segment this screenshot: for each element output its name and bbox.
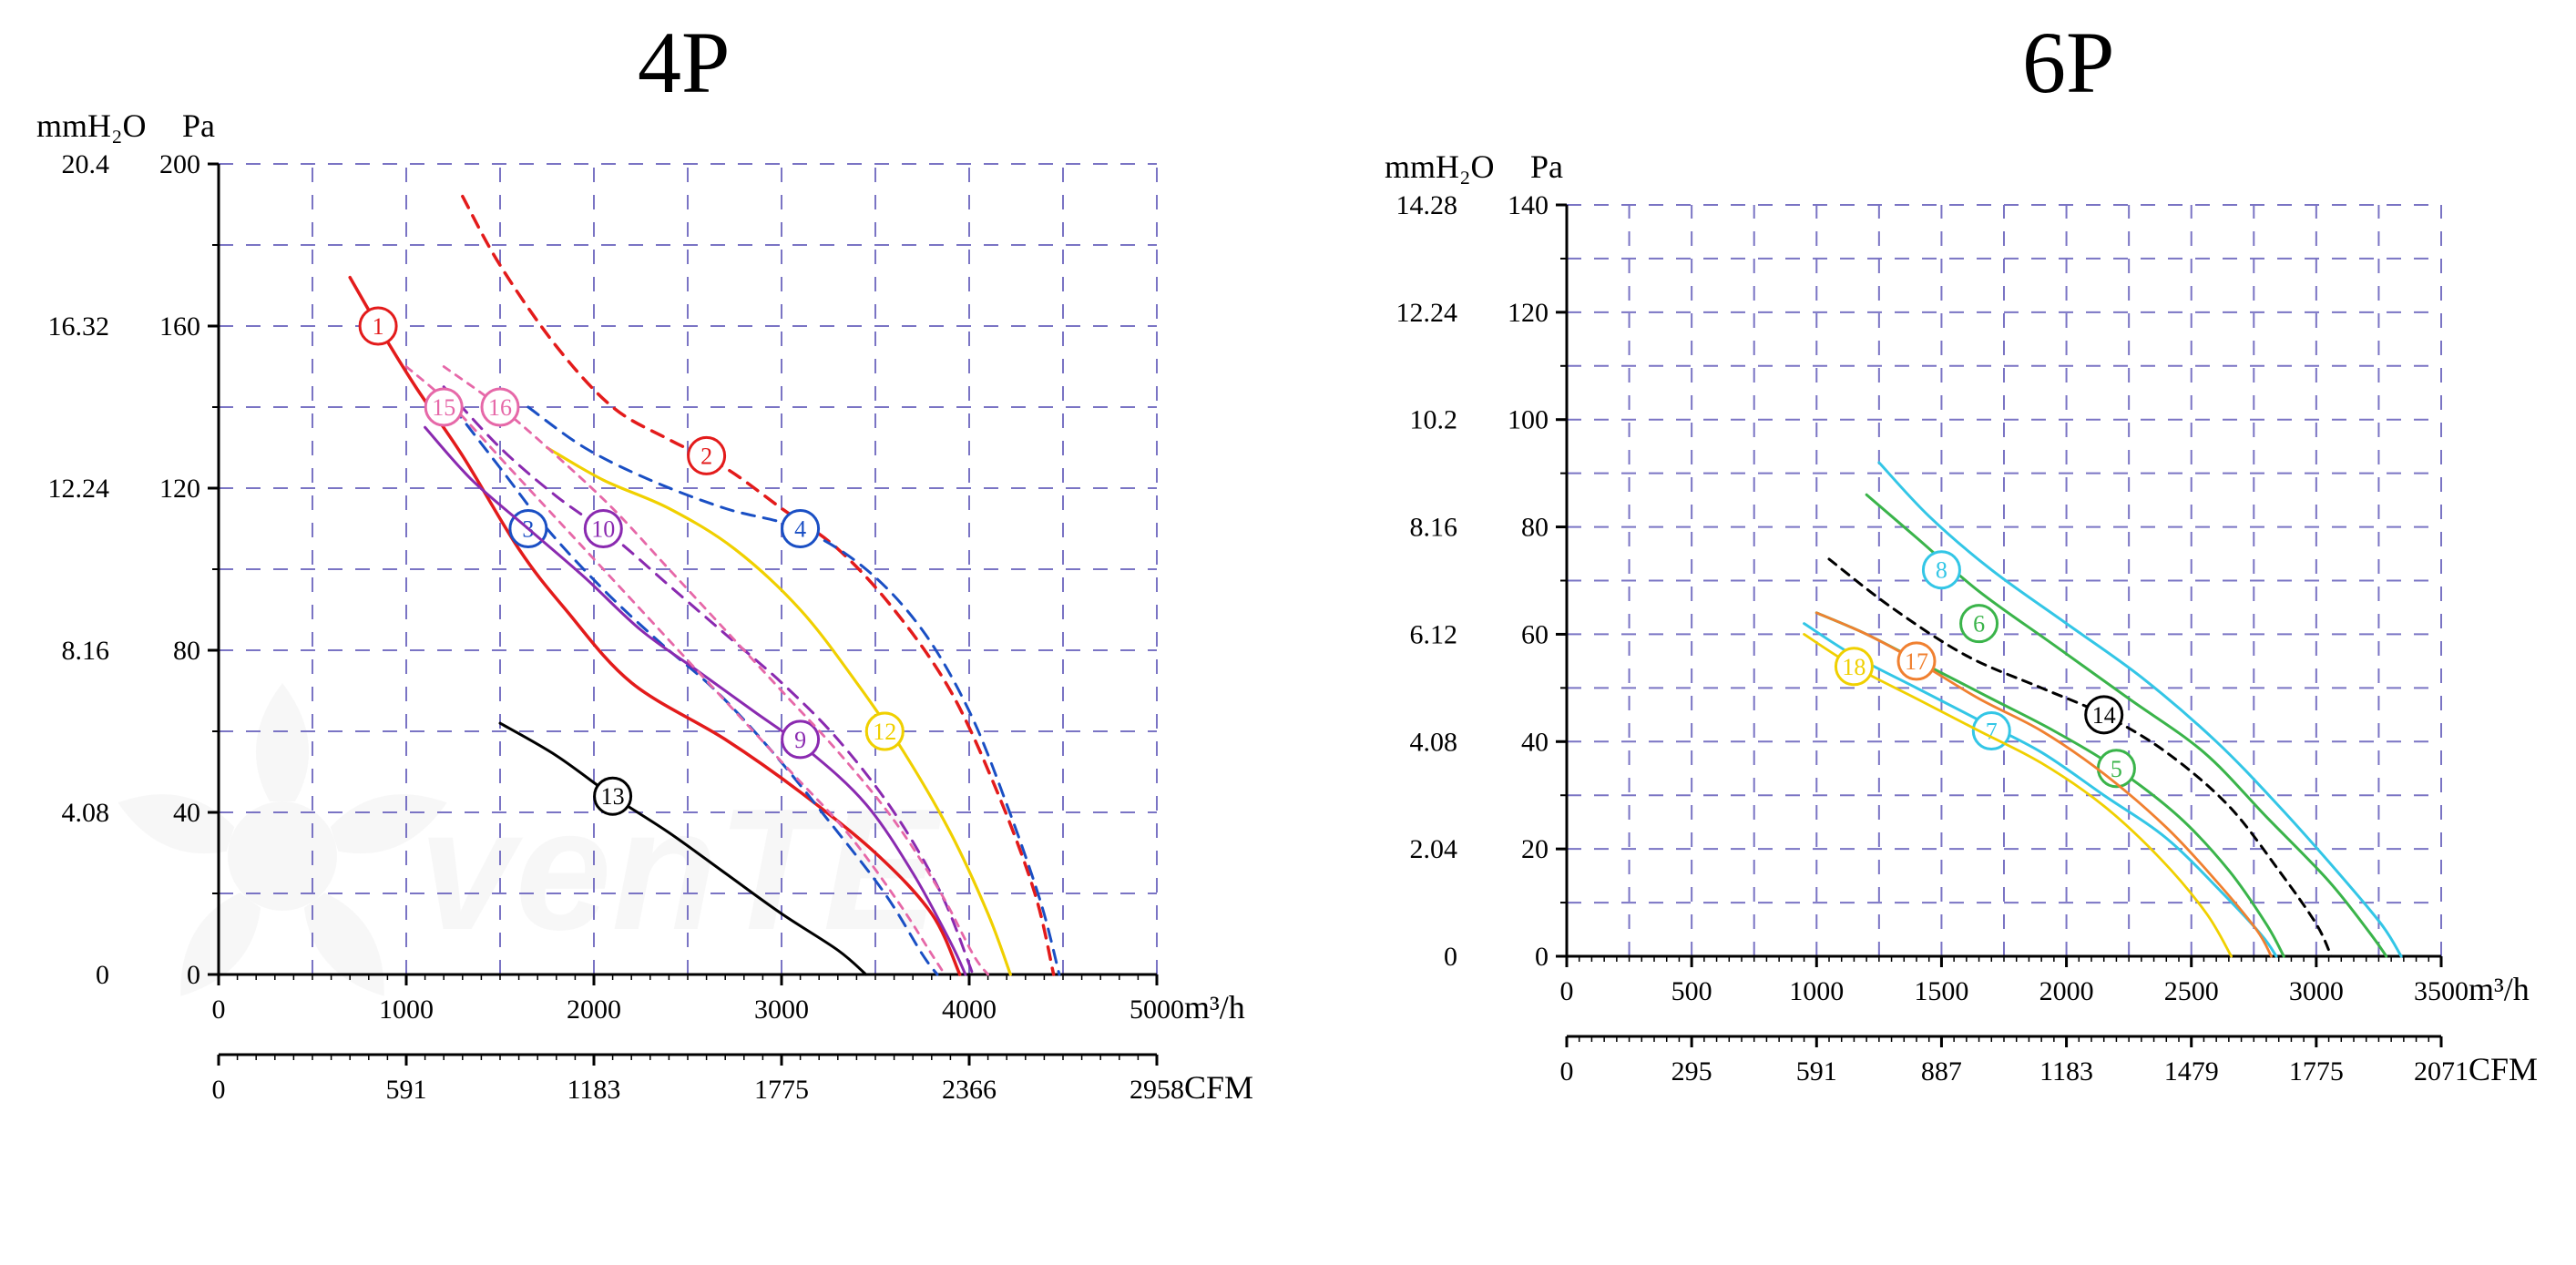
svg-text:8: 8 xyxy=(1936,557,1947,584)
svg-text:CFM: CFM xyxy=(2469,1051,2538,1087)
svg-text:1183: 1183 xyxy=(2039,1056,2093,1086)
svg-text:40: 40 xyxy=(1521,727,1549,757)
svg-text:10.2: 10.2 xyxy=(1410,405,1458,435)
svg-text:140: 140 xyxy=(1508,190,1549,220)
svg-text:2000: 2000 xyxy=(2039,976,2094,1006)
svg-text:80: 80 xyxy=(1521,513,1549,543)
svg-text:14.28: 14.28 xyxy=(1396,190,1458,220)
svg-text:295: 295 xyxy=(1671,1056,1712,1086)
curve-5 xyxy=(1816,613,2284,956)
svg-text:0: 0 xyxy=(1560,1056,1574,1086)
svg-text:1500: 1500 xyxy=(1914,976,1968,1006)
svg-text:mmH₂O: mmH₂O xyxy=(1385,148,1495,185)
curve-7 xyxy=(1804,624,2276,956)
svg-text:5: 5 xyxy=(2111,756,2122,782)
svg-text:17: 17 xyxy=(1905,648,1928,675)
svg-text:591: 591 xyxy=(1796,1056,1837,1086)
svg-text:12.24: 12.24 xyxy=(1396,298,1458,328)
svg-text:500: 500 xyxy=(1671,976,1712,1006)
svg-text:1000: 1000 xyxy=(1789,976,1844,1006)
svg-text:1479: 1479 xyxy=(2164,1056,2219,1086)
svg-text:18: 18 xyxy=(1842,654,1866,680)
svg-text:m³/h: m³/h xyxy=(2469,971,2530,1007)
svg-text:3000: 3000 xyxy=(2289,976,2344,1006)
svg-text:120: 120 xyxy=(1508,298,1549,328)
svg-text:2071: 2071 xyxy=(2414,1056,2469,1086)
svg-text:4.08: 4.08 xyxy=(1410,727,1458,757)
svg-text:6: 6 xyxy=(1973,611,1985,638)
svg-text:8.16: 8.16 xyxy=(1410,513,1458,543)
svg-text:6.12: 6.12 xyxy=(1410,619,1458,649)
svg-text:14: 14 xyxy=(2092,702,2116,729)
svg-text:1775: 1775 xyxy=(2289,1056,2344,1086)
svg-text:2500: 2500 xyxy=(2164,976,2219,1006)
svg-text:20: 20 xyxy=(1521,834,1549,864)
curve-17 xyxy=(1816,613,2271,956)
svg-text:100: 100 xyxy=(1508,405,1549,435)
svg-text:Pa: Pa xyxy=(1530,148,1563,185)
svg-text:887: 887 xyxy=(1921,1056,1962,1086)
svg-text:60: 60 xyxy=(1521,619,1549,649)
chart6p: 00202.04404.08606.12808.1610010.212012.2… xyxy=(0,0,2576,1265)
svg-text:0: 0 xyxy=(1444,942,1457,972)
svg-text:2.04: 2.04 xyxy=(1410,834,1458,864)
svg-text:0: 0 xyxy=(1535,942,1549,972)
svg-text:3500: 3500 xyxy=(2414,976,2469,1006)
svg-text:0: 0 xyxy=(1560,976,1574,1006)
